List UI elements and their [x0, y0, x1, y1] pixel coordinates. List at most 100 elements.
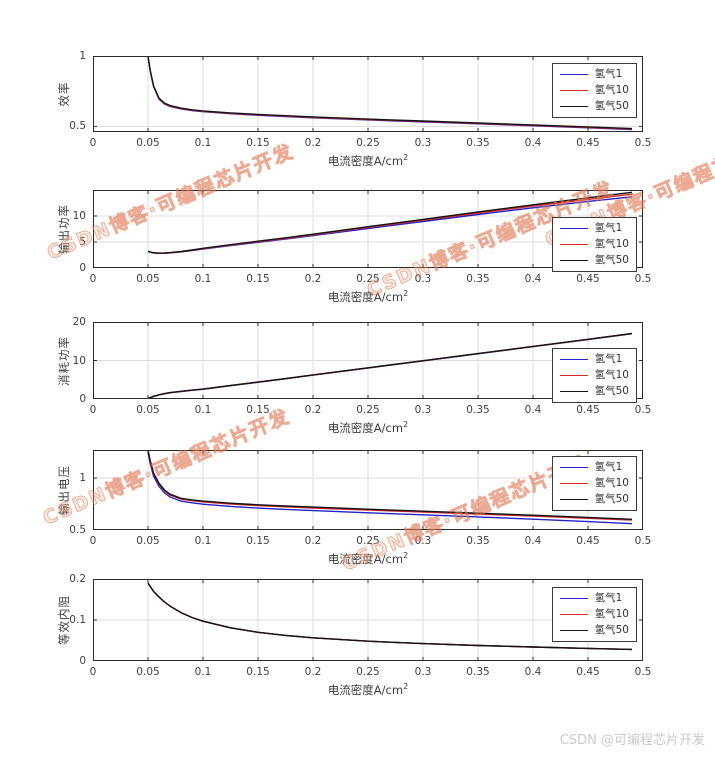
x-tick-label: 0.4	[524, 273, 542, 285]
legend-item: 氢气50	[559, 624, 629, 637]
x-tick-label: 0.5	[634, 273, 652, 285]
y-tick-label: 5	[79, 236, 86, 248]
plot-area: 氢气1 氢气10 氢气50	[93, 450, 643, 530]
y-tick-label: 1	[79, 50, 86, 62]
x-axis-label-sup: 2	[403, 153, 409, 163]
x-tick-label: 0.5	[634, 535, 652, 547]
chart-svg	[93, 450, 643, 530]
legend-label: 氢气1	[594, 353, 623, 365]
x-tick-label: 0.4	[524, 666, 542, 678]
axes-box	[93, 190, 643, 268]
x-tick-label: 0.45	[576, 535, 600, 547]
legend-label: 氢气50	[594, 493, 629, 506]
legend-line-sample	[559, 260, 588, 262]
x-tick-label: 0.35	[466, 137, 490, 149]
y-tick-label: 0	[79, 655, 86, 667]
csdn-credit-text: CSDN @可编程芯片开发	[559, 733, 705, 748]
x-tick-label: 0.25	[356, 666, 380, 678]
legend-line-sample	[559, 483, 588, 485]
x-tick-label: 0.05	[136, 535, 160, 547]
x-tick-label: 0.2	[304, 137, 322, 149]
legend-item: 氢气50	[559, 100, 629, 113]
x-tick-label: 0.2	[304, 666, 322, 678]
y-tick-label: 0	[79, 393, 86, 405]
legend-label: 氢气1	[594, 461, 623, 473]
y-axis-label: 效率	[57, 81, 71, 107]
x-tick-label: 0	[89, 273, 97, 285]
legend: 氢气1 氢气10 氢气50	[551, 456, 637, 512]
x-tick-label: 0.05	[136, 666, 160, 678]
axes-box	[93, 450, 643, 530]
x-tick-label: 0.1	[194, 137, 212, 149]
legend-item: 氢气50	[559, 493, 629, 506]
x-axis-label: 电流密度A/cm2	[328, 153, 408, 169]
legend-line-sample	[559, 391, 588, 393]
x-axis-label-sup: 2	[403, 289, 409, 299]
legend-item: 氢气10	[559, 369, 629, 382]
x-tick-label: 0.15	[246, 137, 270, 149]
x-tick-label: 0.35	[466, 535, 490, 547]
series-line	[147, 56, 633, 130]
x-tick-label: 0.25	[356, 535, 380, 547]
x-tick-label: 0.1	[194, 404, 212, 416]
x-tick-label: 0.2	[304, 404, 322, 416]
legend: 氢气1 氢气10 氢气50	[551, 587, 637, 643]
x-tick-label: 0.25	[356, 137, 380, 149]
series-line	[147, 451, 633, 525]
x-tick-label: 0.5	[634, 137, 652, 149]
plot-area: 氢气1 氢气10 氢气50	[93, 579, 643, 661]
x-axis-label-text: 电流密度A/cm	[327, 683, 404, 697]
y-tick-label: 20	[72, 316, 86, 328]
x-tick-label: 0.35	[466, 666, 490, 678]
legend-line-sample	[559, 106, 588, 108]
legend-line-sample	[559, 375, 588, 377]
x-tick-label: 0.1	[194, 273, 212, 285]
legend-item: 氢气10	[559, 238, 629, 251]
x-tick-label: 0.2	[304, 535, 322, 547]
legend-item: 氢气10	[559, 84, 629, 97]
x-axis-label-sup: 2	[403, 420, 409, 430]
x-tick-label: 0.3	[414, 666, 432, 678]
legend-item: 氢气1	[559, 68, 629, 81]
x-axis-label: 电流密度A/cm2	[328, 420, 408, 436]
x-axis-label-text: 电流密度A/cm	[327, 552, 404, 566]
x-axis-label-text: 电流密度A/cm	[327, 290, 404, 304]
y-tick-label: 0.2	[69, 573, 86, 585]
legend-label: 氢气10	[594, 369, 629, 382]
legend: 氢气1 氢气10 氢气50	[551, 63, 637, 119]
legend-item: 氢气1	[559, 461, 629, 474]
legend-label: 氢气1	[594, 68, 623, 80]
x-tick-label: 0.1	[194, 666, 212, 678]
y-tick-label: 1	[79, 472, 86, 485]
x-tick-label: 0.2	[304, 273, 322, 285]
x-tick-label: 0.1	[194, 535, 212, 547]
x-axis-label-sup: 2	[403, 551, 409, 561]
legend-line-sample	[559, 244, 588, 246]
y-tick-label: 0.5	[69, 120, 86, 133]
legend-item: 氢气10	[559, 477, 629, 490]
x-tick-label: 0.3	[414, 273, 432, 285]
y-tick-label: 0.5	[69, 524, 86, 536]
series-line	[147, 450, 633, 520]
y-tick-label: 10	[72, 354, 86, 367]
legend-line-sample	[559, 598, 588, 600]
legend-item: 氢气50	[559, 385, 629, 398]
subplot-output-voltage: 输出电压 氢气1 氢气10 氢气50 电流密度A/cm2 0 0.05 0.1 0.15 0…	[0, 450, 715, 580]
legend-label: 氢气50	[594, 624, 629, 637]
x-tick-label: 0.3	[414, 137, 432, 149]
legend-item: 氢气1	[559, 222, 629, 235]
x-tick-label: 0.05	[136, 404, 160, 416]
x-tick-label: 0	[89, 404, 97, 416]
x-tick-label: 0.35	[466, 273, 490, 285]
subplot-efficiency: 效率 氢气1 氢气10 氢气50 电流密度A/cm2 0 0.05 0.1 0.15 0.2…	[0, 50, 715, 182]
y-tick-label: 0	[79, 262, 86, 274]
x-tick-label: 0.05	[136, 273, 160, 285]
x-tick-label: 0.15	[246, 535, 270, 547]
legend: 氢气1 氢气10 氢气50	[551, 348, 637, 404]
legend-label: 氢气10	[594, 238, 629, 251]
legend-item: 氢气50	[559, 254, 629, 267]
x-axis-label-sup: 2	[403, 682, 409, 692]
x-tick-label: 0.45	[576, 404, 600, 416]
legend-label: 氢气1	[594, 592, 623, 604]
x-tick-label: 0.25	[356, 404, 380, 416]
